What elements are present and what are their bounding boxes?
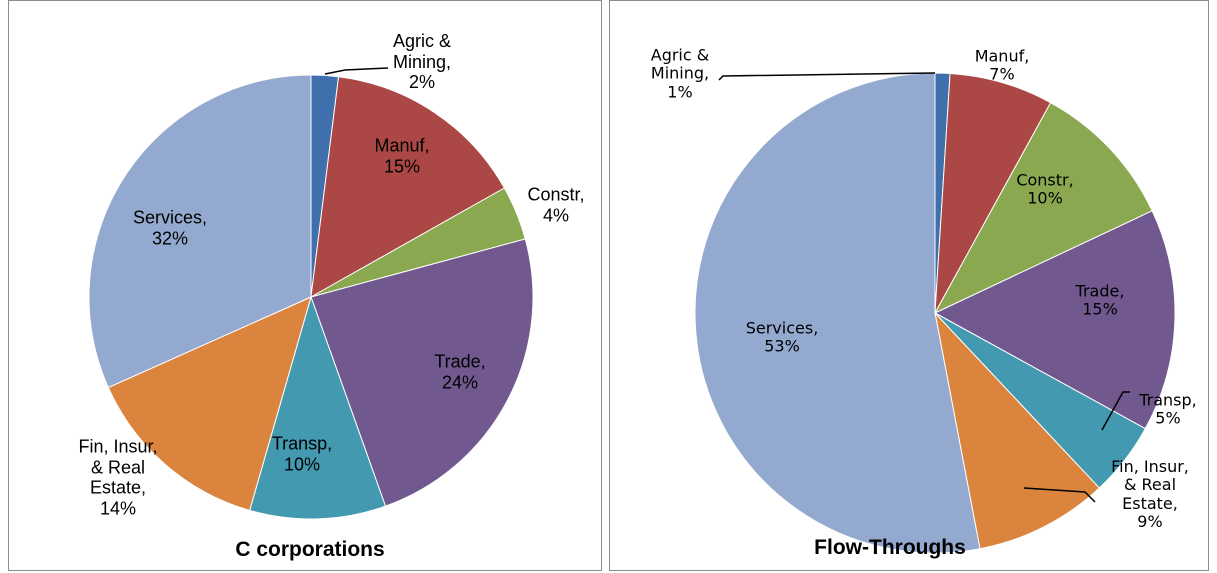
pie-slice — [934, 72, 1052, 314]
value-label: 24% — [441, 372, 479, 392]
pie-slice — [107, 296, 312, 511]
category-label: Agric & Mining, — [392, 30, 452, 72]
category-label: Constr, — [527, 184, 585, 205]
slice-label: Manuf, 15% — [357, 135, 447, 176]
slice-label: Constr, 10% — [1005, 170, 1085, 209]
slice-label: Transp, 10% — [257, 433, 347, 474]
slice-label: Constr, 4% — [516, 184, 596, 225]
slice-label: Agric & Mining, 2% — [367, 31, 477, 93]
value-label: 1% — [667, 82, 693, 102]
value-label: 15% — [383, 156, 421, 176]
category-label: Fin, Insur, & Real Estate, — [1111, 457, 1189, 513]
value-label: 2% — [408, 72, 435, 93]
leader-line — [1101, 391, 1130, 431]
chart-title: Flow-Throughs — [814, 536, 966, 559]
leader-line — [324, 67, 389, 75]
leader-line — [718, 72, 936, 81]
slice-label: Manuf, 7% — [962, 46, 1042, 85]
value-label: 10% — [283, 454, 321, 474]
pie-slice — [933, 102, 1153, 315]
value-label: 9% — [1137, 512, 1163, 532]
value-label: 14% — [99, 498, 137, 519]
pie-slice — [694, 72, 981, 554]
pie-slice — [88, 74, 312, 389]
pie-slice — [933, 210, 1176, 430]
slice-label: Trade, 15% — [1060, 281, 1140, 320]
slice-label: Services, 53% — [732, 318, 832, 357]
value-label: 5% — [1155, 409, 1181, 428]
category-label: Services, — [745, 318, 819, 338]
category-label: Agric & Mining, — [650, 45, 710, 83]
chart-title: C corporations — [235, 538, 385, 561]
value-label: 4% — [542, 205, 569, 225]
category-label: Transp, — [271, 433, 333, 454]
slice-label: Agric & Mining, 1% — [640, 46, 720, 101]
category-label: Fin, Insur, & Real Estate, — [78, 436, 158, 498]
category-label: Transp, — [1139, 390, 1197, 410]
category-label: Trade, — [1075, 281, 1125, 301]
value-label: 53% — [764, 337, 800, 356]
slice-label: Fin, Insur, & Real Estate, 14% — [78, 437, 158, 520]
category-label: Manuf, — [374, 135, 430, 156]
slice-label: Transp, 5% — [1128, 390, 1208, 429]
pie-slice — [310, 238, 534, 507]
pie-slice — [310, 76, 506, 298]
pie-slice — [249, 295, 387, 520]
value-label: 10% — [1027, 189, 1063, 208]
slice-label: Trade, 24% — [420, 351, 500, 392]
category-label: Services, — [132, 207, 208, 228]
slice-label: Services, 32% — [115, 207, 225, 248]
value-label: 32% — [151, 228, 189, 248]
slice-label: Fin, Insur, & Real Estate, 9% — [1110, 457, 1190, 532]
value-label: 15% — [1082, 300, 1118, 319]
leader-line — [1023, 487, 1096, 503]
category-label: Manuf, — [974, 46, 1030, 66]
value-label: 7% — [989, 65, 1015, 84]
category-label: Constr, — [1016, 170, 1074, 190]
category-label: Trade, — [434, 351, 486, 372]
